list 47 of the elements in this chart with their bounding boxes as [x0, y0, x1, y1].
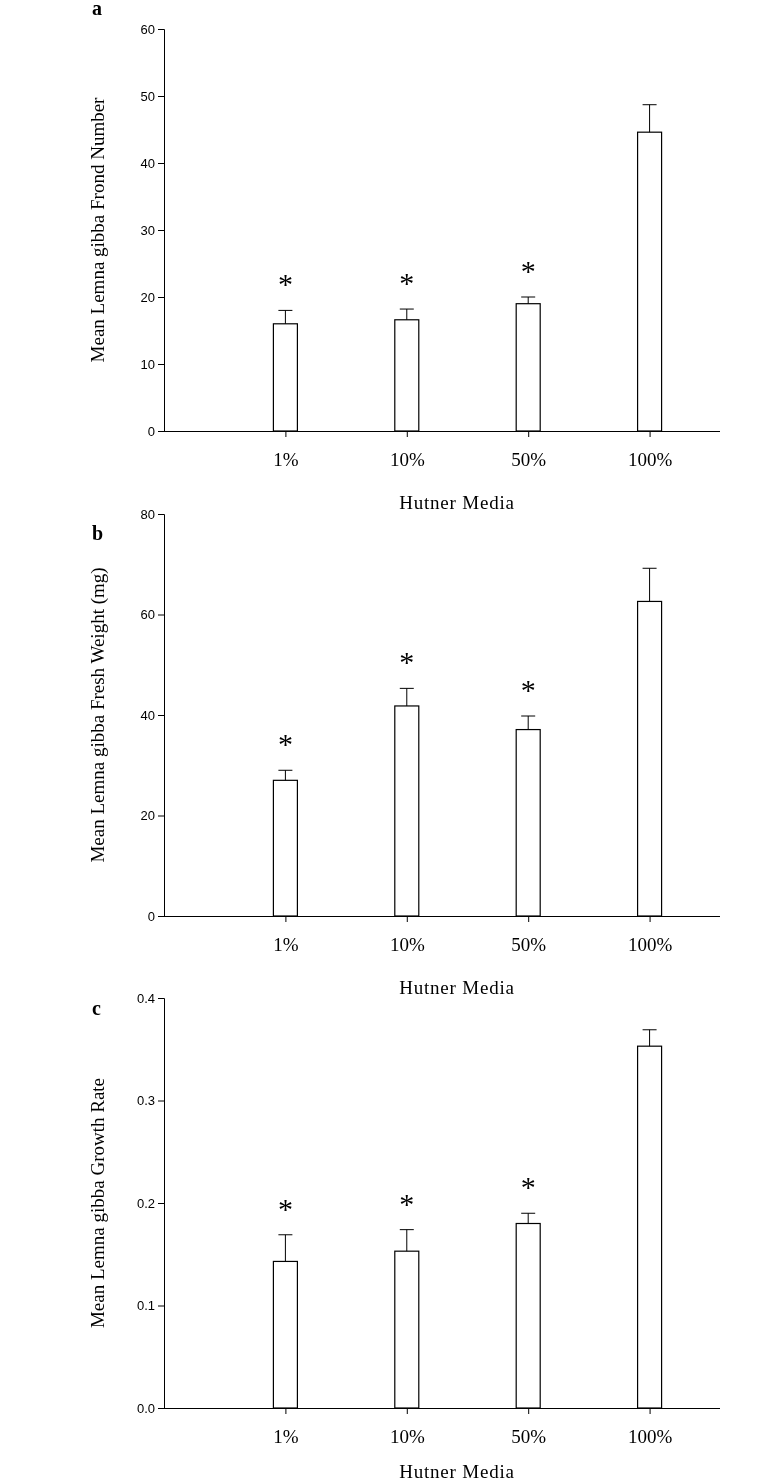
y-axis-title: Mean Lemna gibba Growth Rate — [87, 1077, 108, 1329]
x-tick-label: 10% — [389, 449, 425, 471]
chart-title: c — [92, 997, 101, 1019]
x-tick-label: 10% — [389, 1426, 425, 1448]
y-tick-label: 40 — [140, 155, 155, 171]
y-axis-title: Mean Lemna gibba Frond Number — [87, 96, 108, 363]
y-tick-label: 0.1 — [136, 1298, 155, 1314]
annotation: * — [399, 266, 415, 300]
x-axis-title: Hutner Media — [399, 977, 515, 998]
annotation: * — [399, 1186, 415, 1220]
y-tick-label: 10 — [140, 356, 155, 372]
y-tick-label: 50 — [140, 88, 155, 104]
x-tick-label: 100% — [627, 934, 673, 956]
y-tick-label: 0.2 — [136, 1195, 155, 1211]
x-tick-label: 1% — [273, 1426, 299, 1448]
y-tick-label: 20 — [140, 289, 155, 305]
annotation: * — [277, 727, 293, 761]
y-axis-title: Mean Lemna gibba Fresh Weight (mg) — [87, 567, 109, 863]
x-tick-label: 50% — [511, 1426, 547, 1448]
x-tick-label: 50% — [511, 449, 547, 471]
y-tick-label: 60 — [140, 607, 155, 623]
y-tick-label: 60 — [140, 21, 155, 37]
x-tick-label: 10% — [389, 934, 425, 956]
annotation: * — [277, 1191, 293, 1225]
annotation: * — [520, 673, 536, 707]
y-tick-label: 40 — [140, 707, 155, 723]
annotation: * — [520, 254, 536, 287]
y-tick-label: 0.0 — [136, 1400, 155, 1416]
y-tick-label: 20 — [140, 808, 155, 824]
chart-title: b — [92, 522, 104, 544]
y-tick-label: 0 — [147, 423, 155, 439]
annotation: * — [520, 1170, 536, 1204]
y-tick-label: 0 — [147, 908, 155, 924]
x-tick-label: 50% — [511, 934, 547, 956]
annotation: * — [277, 267, 293, 301]
x-axis-title: Hutner Media — [399, 1461, 515, 1482]
y-tick-label: 0.3 — [136, 1093, 155, 1109]
x-tick-label: 100% — [627, 1426, 673, 1448]
x-tick-label: 1% — [273, 934, 299, 956]
chart-title: a — [92, 0, 102, 19]
x-tick-label: 100% — [627, 449, 673, 471]
y-tick-label: 0.4 — [136, 990, 155, 1006]
x-axis-title: Hutner Media — [399, 492, 515, 513]
y-tick-label: 80 — [140, 506, 155, 522]
annotation: * — [399, 645, 415, 679]
x-tick-label: 1% — [273, 449, 299, 471]
y-tick-label: 30 — [140, 222, 155, 238]
